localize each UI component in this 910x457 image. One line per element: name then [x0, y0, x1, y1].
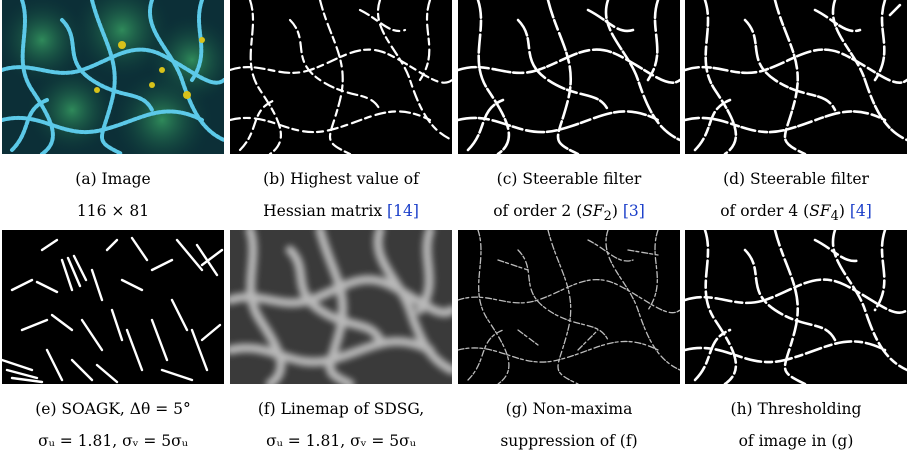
- caption-line: σᵤ = 1.81, σᵥ = 5σᵤ: [266, 432, 416, 450]
- caption-d: (d) Steerable filter of order 4 (SF4) [4…: [685, 163, 907, 233]
- image-h-threshold: [685, 230, 907, 384]
- caption-line: σᵤ = 1.81, σᵥ = 5σᵤ: [38, 432, 188, 450]
- caption-f: (f) Linemap of SDSG, σᵤ = 1.81, σᵥ = 5σᵤ: [230, 393, 452, 457]
- caption-line: of order 2 (SF2) [3]: [493, 202, 645, 225]
- caption-line: of image in (g): [738, 432, 854, 450]
- citation-link[interactable]: [3]: [622, 202, 645, 220]
- caption-c: (c) Steerable filter of order 2 (SF2) [3…: [458, 163, 680, 233]
- caption-line: (d) Steerable filter: [723, 170, 869, 188]
- caption-line: (a) Image: [75, 170, 151, 188]
- image-a-fluorescence: [2, 0, 224, 154]
- sdsg-linemap: [230, 230, 452, 384]
- image-e-soagk: [2, 230, 224, 384]
- fluorescence-image: [2, 0, 224, 154]
- image-g-nms: [458, 230, 680, 384]
- caption-h: (h) Thresholding of image in (g): [685, 393, 907, 457]
- image-b-hessian: [230, 0, 452, 154]
- caption-line: (c) Steerable filter: [496, 170, 642, 188]
- citation-link[interactable]: [4]: [849, 202, 872, 220]
- caption-line: (h) Thresholding: [730, 400, 862, 418]
- threshold-lines: [685, 230, 907, 384]
- caption-e: (e) SOAGK, Δθ = 5° σᵤ = 1.81, σᵥ = 5σᵤ: [2, 393, 224, 457]
- caption-line: suppression of (f): [500, 432, 638, 450]
- image-c-sf2: [458, 0, 680, 154]
- caption-a: (a) Image 116 × 81: [2, 163, 224, 227]
- caption-line: (f) Linemap of SDSG,: [257, 400, 425, 418]
- caption-b: (b) Highest value of Hessian matrix [14]: [230, 163, 452, 227]
- sf2-lines: [458, 0, 680, 154]
- sf4-lines: [685, 0, 907, 154]
- caption-line: of order 4 (SF4) [4]: [720, 202, 872, 225]
- soagk-segments: [2, 230, 224, 384]
- image-d-sf4: [685, 0, 907, 154]
- caption-line: (g) Non-maxima: [505, 400, 633, 418]
- citation-link[interactable]: [14]: [387, 202, 419, 220]
- caption-line: (b) Highest value of: [263, 170, 419, 188]
- caption-line: 116 × 81: [76, 202, 150, 220]
- hessian-lines: [230, 0, 452, 154]
- nms-lines: [458, 230, 680, 384]
- caption-line: (e) SOAGK, Δθ = 5°: [35, 400, 191, 418]
- image-f-linemap: [230, 230, 452, 384]
- caption-line: Hessian matrix [14]: [263, 202, 419, 220]
- caption-g: (g) Non-maxima suppression of (f): [458, 393, 680, 457]
